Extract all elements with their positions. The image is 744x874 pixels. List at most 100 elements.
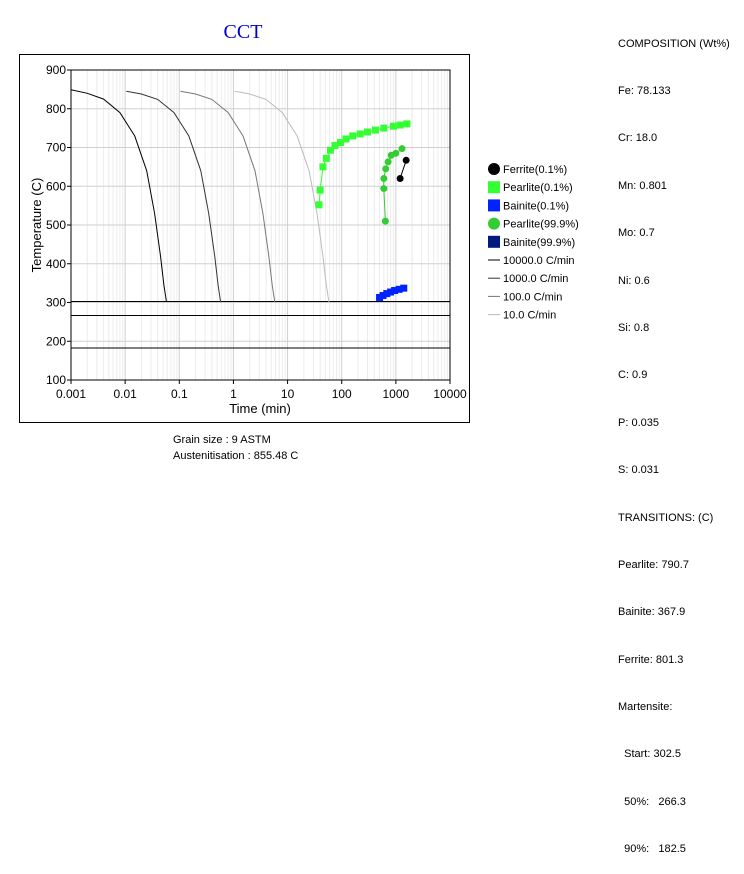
data-point <box>356 130 364 138</box>
legend-marker <box>488 235 500 248</box>
y-tick-label: 100 <box>46 373 66 387</box>
data-point <box>392 149 400 157</box>
data-point <box>342 135 350 143</box>
legend-marker <box>488 163 500 175</box>
cooling-curve <box>180 90 276 303</box>
composition-header: COMPOSITION (Wt%) <box>618 37 730 50</box>
y-tick-label: 300 <box>46 296 66 310</box>
composition-mo: Mo: 0.7 <box>618 227 655 240</box>
data-point <box>389 122 397 130</box>
data-point <box>396 175 404 182</box>
legend-label: Bainite(99.9%) <box>503 237 575 249</box>
legend: Ferrite(0.1%) Pearlite(0.1%) Bainite(0.1%)… <box>488 163 579 322</box>
y-tick-label: 700 <box>46 141 66 155</box>
legend-label: 100.0 C/min <box>503 291 562 303</box>
y-tick-label: 600 <box>46 179 66 193</box>
composition-s: S: 0.031 <box>618 464 659 477</box>
legend-label: 1000.0 C/min <box>503 273 568 285</box>
plot-frame <box>19 54 470 423</box>
legend-label: 10000.0 C/min <box>503 255 575 267</box>
cooling-curves <box>70 89 330 303</box>
y-tick-label: 400 <box>46 257 66 271</box>
legend-marker <box>488 217 500 230</box>
x-tick-labels: 0.001 0.01 0.1 1 10 100 1000 10000 <box>56 380 467 401</box>
data-point <box>331 142 339 150</box>
y-tick-label: 800 <box>46 102 66 116</box>
legend-marker <box>488 199 500 212</box>
x-tick-label: 0.001 <box>56 387 86 401</box>
transition-ferrite: Ferrite: 801.3 <box>618 653 684 666</box>
y-tick-label: 500 <box>46 218 66 232</box>
transition-martensite: Martensite: <box>618 701 673 714</box>
composition-c: C: 0.9 <box>618 369 648 382</box>
data-point <box>349 132 357 140</box>
composition-si: Si: 0.8 <box>618 321 650 334</box>
data-point <box>403 120 411 128</box>
composition-ni: Ni: 0.6 <box>618 274 650 287</box>
composition-panel: COMPOSITION (Wt%) Fe: 78.133 Cr: 18.0 Mn… <box>618 5 730 874</box>
y-tick-labels: 100 200 300 400 500 600 700 800 900 <box>46 63 71 387</box>
data-point <box>364 128 372 136</box>
data-point <box>316 186 324 194</box>
footer-info: Grain size : 9 ASTM Austenitisation : 85… <box>173 432 298 464</box>
transitions-header: TRANSITIONS: (C) <box>618 511 714 524</box>
data-point <box>396 121 404 129</box>
data-point <box>380 185 388 193</box>
transition-pearlite: Pearlite: 790.7 <box>618 558 689 571</box>
austenitisation: Austenitisation : 855.48 C <box>173 450 299 462</box>
grid <box>70 69 450 381</box>
y-tick-label: 900 <box>46 63 66 77</box>
x-tick-label: 0.1 <box>171 387 188 401</box>
data-point <box>315 201 323 209</box>
transition-bainite: Bainite: 367.9 <box>618 606 686 619</box>
martensite-90: 90%: 182.5 <box>618 843 686 856</box>
data-point <box>402 156 410 164</box>
y-axis-label: Temperature (C) <box>29 178 44 273</box>
legend-label: 10.0 C/min <box>503 310 556 322</box>
data-point <box>395 285 403 293</box>
x-tick-label: 100 <box>332 387 352 401</box>
cct-chart: CCT 0.001 0.01 0.1 1 10 100 1000 10000 100 200 30… <box>19 21 579 423</box>
composition-mn: Mn: 0.801 <box>618 179 667 192</box>
legend-label: Bainite(0.1%) <box>503 200 569 212</box>
x-tick-label: 10 <box>281 387 295 401</box>
cooling-curve <box>70 89 167 303</box>
martensite-start: Start: 302.5 <box>618 748 681 761</box>
legend-label: Pearlite(0.1%) <box>503 182 573 194</box>
x-tick-label: 1 <box>230 387 237 401</box>
martensite-50: 50%: 266.3 <box>618 795 686 808</box>
x-tick-label: 1000 <box>383 387 410 401</box>
legend-label: Ferrite(0.1%) <box>503 164 567 176</box>
legend-label: Pearlite(99.9%) <box>503 219 579 231</box>
cooling-curve <box>234 90 330 303</box>
x-tick-label: 0.01 <box>113 387 137 401</box>
x-tick-label: 10000 <box>433 387 467 401</box>
grain-size: Grain size : 9 ASTM <box>173 434 271 446</box>
data-point <box>380 124 388 132</box>
data-point <box>371 126 379 134</box>
data-point <box>381 217 389 225</box>
y-tick-label: 200 <box>46 334 66 348</box>
data-point <box>326 146 334 154</box>
data-point <box>379 292 387 300</box>
data-point <box>383 290 391 298</box>
cooling-curve <box>126 90 222 303</box>
martensite-lines <box>71 301 450 349</box>
chart-title: CCT <box>224 21 263 43</box>
data-point <box>322 154 330 162</box>
data-point <box>398 145 406 153</box>
data-point <box>382 165 390 173</box>
data-points <box>315 120 411 301</box>
data-point <box>400 284 408 292</box>
data-point <box>387 288 395 296</box>
x-axis-label: Time (min) <box>229 401 291 416</box>
composition-p: P: 0.035 <box>618 416 659 429</box>
composition-fe: Fe: 78.133 <box>618 84 671 97</box>
legend-marker <box>488 181 500 194</box>
data-point <box>391 286 399 294</box>
data-point <box>380 175 388 182</box>
data-point <box>319 163 327 171</box>
composition-cr: Cr: 18.0 <box>618 132 658 145</box>
data-point <box>384 158 392 166</box>
data-point <box>337 138 345 146</box>
